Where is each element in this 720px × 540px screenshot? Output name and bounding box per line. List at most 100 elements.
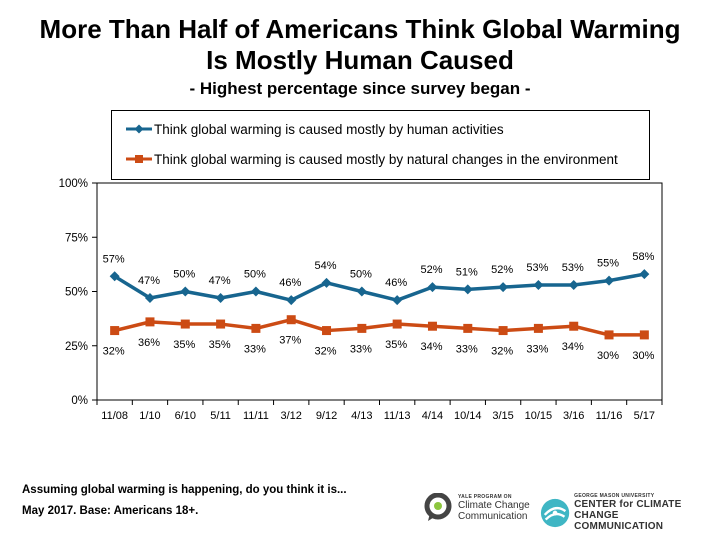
series-2-data-label: 32% [315,346,337,358]
legend-marker-square-icon [126,155,152,163]
x-tick-label: 11/16 [596,410,623,422]
x-tick-label: 3/15 [492,410,513,422]
legend-item-human: Think global warming is caused mostly by… [126,119,504,139]
legend-label-natural: Think global warming is caused mostly by… [154,151,618,167]
x-tick-label: 9/12 [316,410,337,422]
survey-source: May 2017. Base: Americans 18+. [22,505,199,517]
series-1-data-label: 58% [632,251,654,263]
series-1-data-label: 50% [350,269,372,281]
x-tick-label: 4/14 [422,410,443,422]
series-2-point [533,323,543,333]
series-2-point [357,323,367,333]
series-2-point [322,326,332,336]
series-1-point [392,295,403,306]
series-2-data-label: 35% [385,339,407,351]
series-1-data-label: 46% [279,277,301,289]
chart-title: More Than Half of Americans Think Global… [0,14,720,76]
x-tick-label: 10/15 [525,410,553,422]
y-tick-label: 25% [65,341,88,353]
gmu-logo-line-1: CENTER for CLIMATE CHANGE [574,499,682,521]
x-tick-label: 11/13 [384,410,411,422]
series-1-point [180,286,191,297]
series-1-point [568,279,579,290]
series-1-point [604,275,615,286]
x-tick-label: 5/11 [210,410,231,422]
x-tick-label: 3/12 [281,410,302,422]
series-2-data-label: 33% [526,343,548,355]
series-1-data-label: 53% [562,262,584,274]
series-1-data-label: 51% [456,266,478,278]
series-2-data-label: 34% [562,341,584,353]
chart-subtitle: - Highest percentage since survey began … [189,79,531,98]
series-2-data-label: 33% [244,343,266,355]
series-1-point [356,286,367,297]
gmu-swirl-icon [540,498,570,527]
legend-item-natural: Think global warming is caused mostly by… [126,149,618,169]
series-1-point [144,293,155,304]
y-tick-label: 75% [65,232,88,244]
legend-marker-diamond-icon [126,124,152,134]
series-2-point [392,319,402,329]
survey-question: Assuming global warming is happening, do… [22,484,347,496]
y-tick-label: 50% [65,287,88,299]
series-1-data-label: 54% [315,260,337,272]
yale-logo-line-2: Communication [458,511,528,522]
series-1-data-label: 46% [385,277,407,289]
series-1-point [286,295,297,306]
series-2-data-label: 35% [209,339,231,351]
chart-legend: Think global warming is caused mostly by… [111,110,650,180]
series-1-point [533,279,544,290]
x-tick-label: 11/11 [243,410,269,422]
series-2-data-label: 32% [103,346,125,358]
series-1-point [462,284,473,295]
x-tick-label: 5/17 [634,410,655,422]
series-2-point [498,326,508,336]
series-2-data-label: 33% [350,343,372,355]
series-1-data-label: 50% [244,269,266,281]
series-2-point [251,323,261,333]
series-2-data-label: 35% [173,339,195,351]
x-tick-label: 4/13 [351,410,372,422]
series-2-point [569,321,579,331]
series-1-data-label: 47% [138,275,160,287]
y-tick-label: 100% [59,178,88,190]
series-2-point [639,330,649,340]
series-1-point [498,282,509,293]
chart-title-line-2: Is Mostly Human Caused [206,45,514,75]
series-1-data-label: 47% [209,275,231,287]
series-1-data-label: 53% [526,262,548,274]
y-tick-label: 0% [71,395,88,407]
x-tick-label: 6/10 [175,410,196,422]
gmu-logo-small-text: GEORGE MASON UNIVERSITY [574,493,655,499]
series-1-point [109,271,120,282]
chart-title-line-1: More Than Half of Americans Think Global… [39,14,681,44]
series-2-data-label: 33% [456,343,478,355]
series-2-point [604,330,614,340]
series-2-data-label: 32% [491,346,513,358]
yale-logo-line-1: Climate Change [458,500,530,511]
series-2-point [286,315,296,325]
series-1-data-label: 52% [420,264,442,276]
x-tick-label: 11/08 [101,410,128,422]
legend-label-human: Think global warming is caused mostly by… [154,121,504,137]
series-1-data-label: 57% [103,253,125,265]
series-2-data-label: 37% [279,335,301,347]
yale-logo: YALE PROGRAM ON Climate Change Communica… [424,493,530,523]
series-line-1 [113,272,645,302]
series-2-point [110,326,120,336]
series-2-point [216,319,226,329]
x-tick-label: 3/16 [563,410,584,422]
gmu-logo: GEORGE MASON UNIVERSITY CENTER for CLIMA… [540,493,720,532]
series-1-point [427,282,438,293]
series-2-data-label: 34% [420,341,442,353]
x-tick-label: 10/14 [454,410,482,422]
series-2-point [180,319,190,329]
series-1-data-label: 50% [173,269,195,281]
series-2-data-label: 30% [597,350,619,362]
yale-logo-small-text: YALE PROGRAM ON [458,494,512,500]
series-2-data-label: 30% [632,350,654,362]
yale-speech-bubble-icon [424,493,452,521]
series-2-data-label: 36% [138,337,160,349]
series-1-data-label: 52% [491,264,513,276]
